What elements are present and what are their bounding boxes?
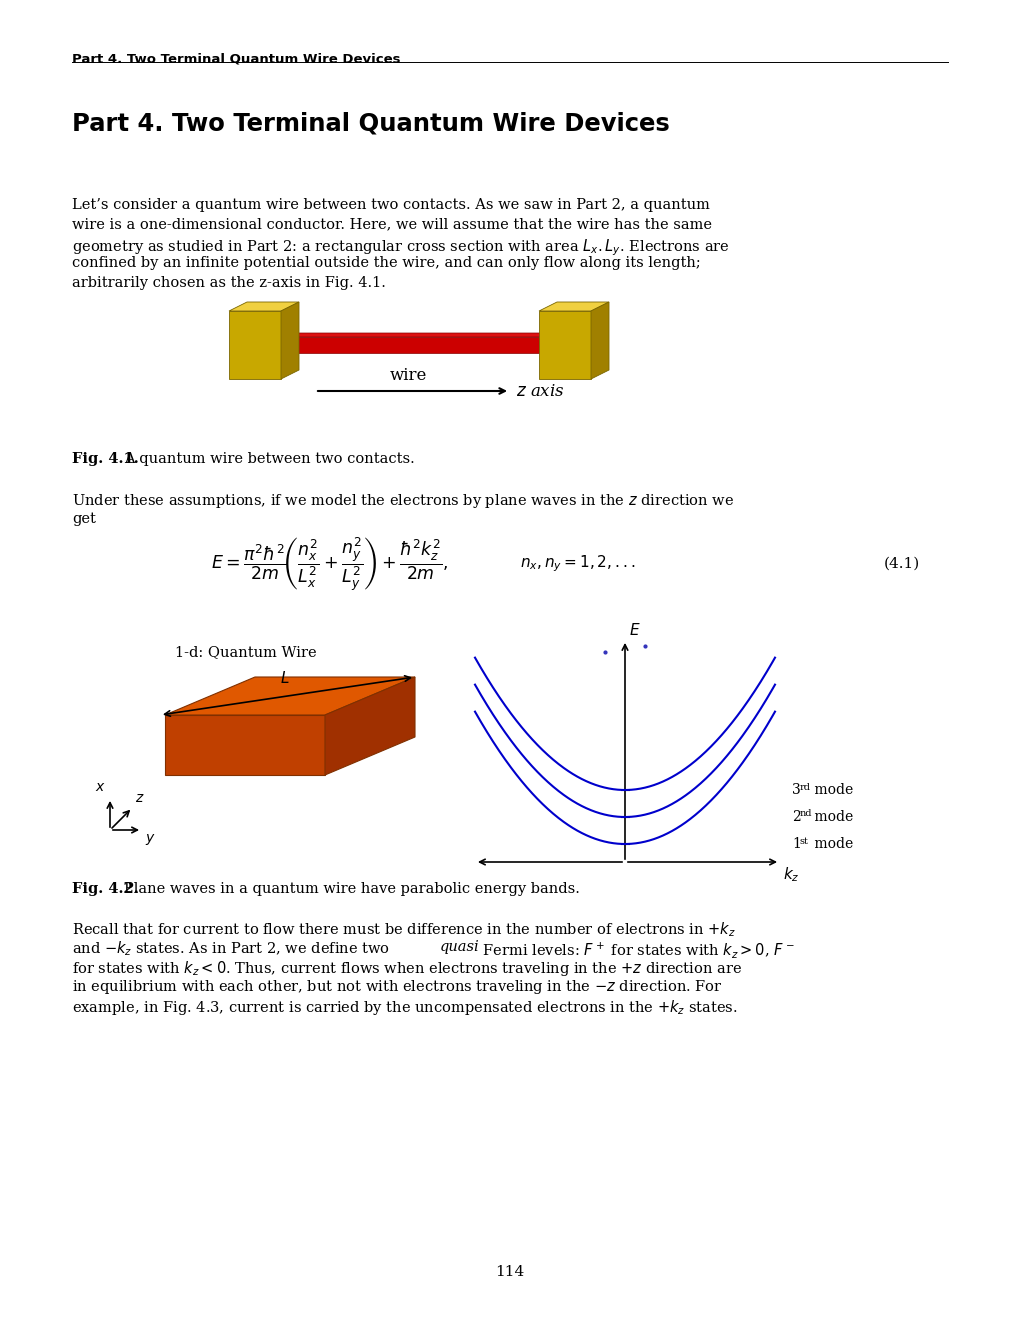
Text: Part 4. Two Terminal Quantum Wire Devices: Part 4. Two Terminal Quantum Wire Device… bbox=[72, 53, 400, 66]
Text: $E$: $E$ bbox=[629, 622, 640, 638]
Text: Under these assumptions, if we model the electrons by plane waves in the $z$ dir: Under these assumptions, if we model the… bbox=[72, 492, 734, 510]
Polygon shape bbox=[280, 302, 299, 379]
Text: for states with $k_z < 0$. Thus, current flows when electrons traveling in the $: for states with $k_z < 0$. Thus, current… bbox=[72, 960, 741, 978]
Polygon shape bbox=[165, 715, 325, 775]
Text: quasi: quasi bbox=[439, 940, 479, 953]
Text: (4.1): (4.1) bbox=[882, 557, 919, 572]
Text: Part 4. Two Terminal Quantum Wire Devices: Part 4. Two Terminal Quantum Wire Device… bbox=[72, 112, 669, 136]
Text: $n_x, n_y = 1,2,...$: $n_x, n_y = 1,2,...$ bbox=[520, 553, 635, 574]
Text: wire is a one-dimensional conductor. Here, we will assume that the wire has the : wire is a one-dimensional conductor. Her… bbox=[72, 218, 711, 231]
Text: rd: rd bbox=[799, 783, 810, 792]
Text: 2: 2 bbox=[791, 810, 800, 824]
Polygon shape bbox=[280, 333, 546, 337]
Text: nd: nd bbox=[799, 809, 812, 818]
Text: Fig. 4.1.: Fig. 4.1. bbox=[72, 451, 139, 466]
Text: 1: 1 bbox=[791, 837, 800, 851]
Text: 1-d: Quantum Wire: 1-d: Quantum Wire bbox=[175, 645, 316, 659]
Text: Fig. 4.2.: Fig. 4.2. bbox=[72, 882, 139, 896]
Polygon shape bbox=[229, 312, 280, 379]
Text: $k_z$: $k_z$ bbox=[783, 865, 799, 883]
Text: arbitrarily chosen as the z-axis in Fig. 4.1.: arbitrarily chosen as the z-axis in Fig.… bbox=[72, 276, 385, 290]
Polygon shape bbox=[229, 302, 299, 312]
Text: $y$: $y$ bbox=[145, 832, 156, 847]
Text: $E = \dfrac{\pi^2\hbar^2}{2m}\!\left(\dfrac{n_x^2}{L_x^2}+\dfrac{n_y^2}{L_y^2}\r: $E = \dfrac{\pi^2\hbar^2}{2m}\!\left(\df… bbox=[211, 535, 448, 593]
Text: in equilibrium with each other, but not with electrons traveling in the $-z$ dir: in equilibrium with each other, but not … bbox=[72, 978, 722, 997]
Text: $L$: $L$ bbox=[280, 671, 289, 686]
Text: Recall that for current to flow there must be difference in the number of electr: Recall that for current to flow there mu… bbox=[72, 920, 735, 939]
Text: geometry as studied in Part 2: a rectangular cross section with area $L_x.L_y$. : geometry as studied in Part 2: a rectang… bbox=[72, 238, 729, 257]
Text: mode: mode bbox=[809, 810, 853, 824]
Text: $z$: $z$ bbox=[136, 791, 145, 805]
Text: Plane waves in a quantum wire have parabolic energy bands.: Plane waves in a quantum wire have parab… bbox=[124, 882, 580, 896]
Polygon shape bbox=[538, 302, 608, 312]
Text: A quantum wire between two contacts.: A quantum wire between two contacts. bbox=[124, 451, 415, 466]
Text: Let’s consider a quantum wire between two contacts. As we saw in Part 2, a quant: Let’s consider a quantum wire between tw… bbox=[72, 198, 709, 213]
Text: mode: mode bbox=[809, 837, 853, 851]
Polygon shape bbox=[538, 312, 590, 379]
Polygon shape bbox=[325, 677, 415, 775]
Polygon shape bbox=[165, 677, 415, 715]
Text: $z$ axis: $z$ axis bbox=[516, 383, 565, 400]
Text: Fermi levels: $F^+$ for states with $k_z > 0$, $F^-$: Fermi levels: $F^+$ for states with $k_z… bbox=[478, 940, 794, 960]
Text: and $-k_z$ states. As in Part 2, we define two: and $-k_z$ states. As in Part 2, we defi… bbox=[72, 940, 390, 958]
Text: mode: mode bbox=[809, 783, 853, 797]
Text: confined by an infinite potential outside the wire, and can only flow along its : confined by an infinite potential outsid… bbox=[72, 256, 700, 271]
Text: example, in Fig. 4.3, current is carried by the uncompensated electrons in the $: example, in Fig. 4.3, current is carried… bbox=[72, 998, 737, 1016]
Text: 3: 3 bbox=[791, 783, 800, 797]
Polygon shape bbox=[590, 302, 608, 379]
Text: $x$: $x$ bbox=[95, 780, 106, 795]
Polygon shape bbox=[280, 337, 538, 352]
Text: st: st bbox=[799, 837, 808, 846]
Text: wire: wire bbox=[389, 367, 426, 384]
Text: get: get bbox=[72, 511, 96, 525]
Text: 114: 114 bbox=[495, 1265, 524, 1279]
